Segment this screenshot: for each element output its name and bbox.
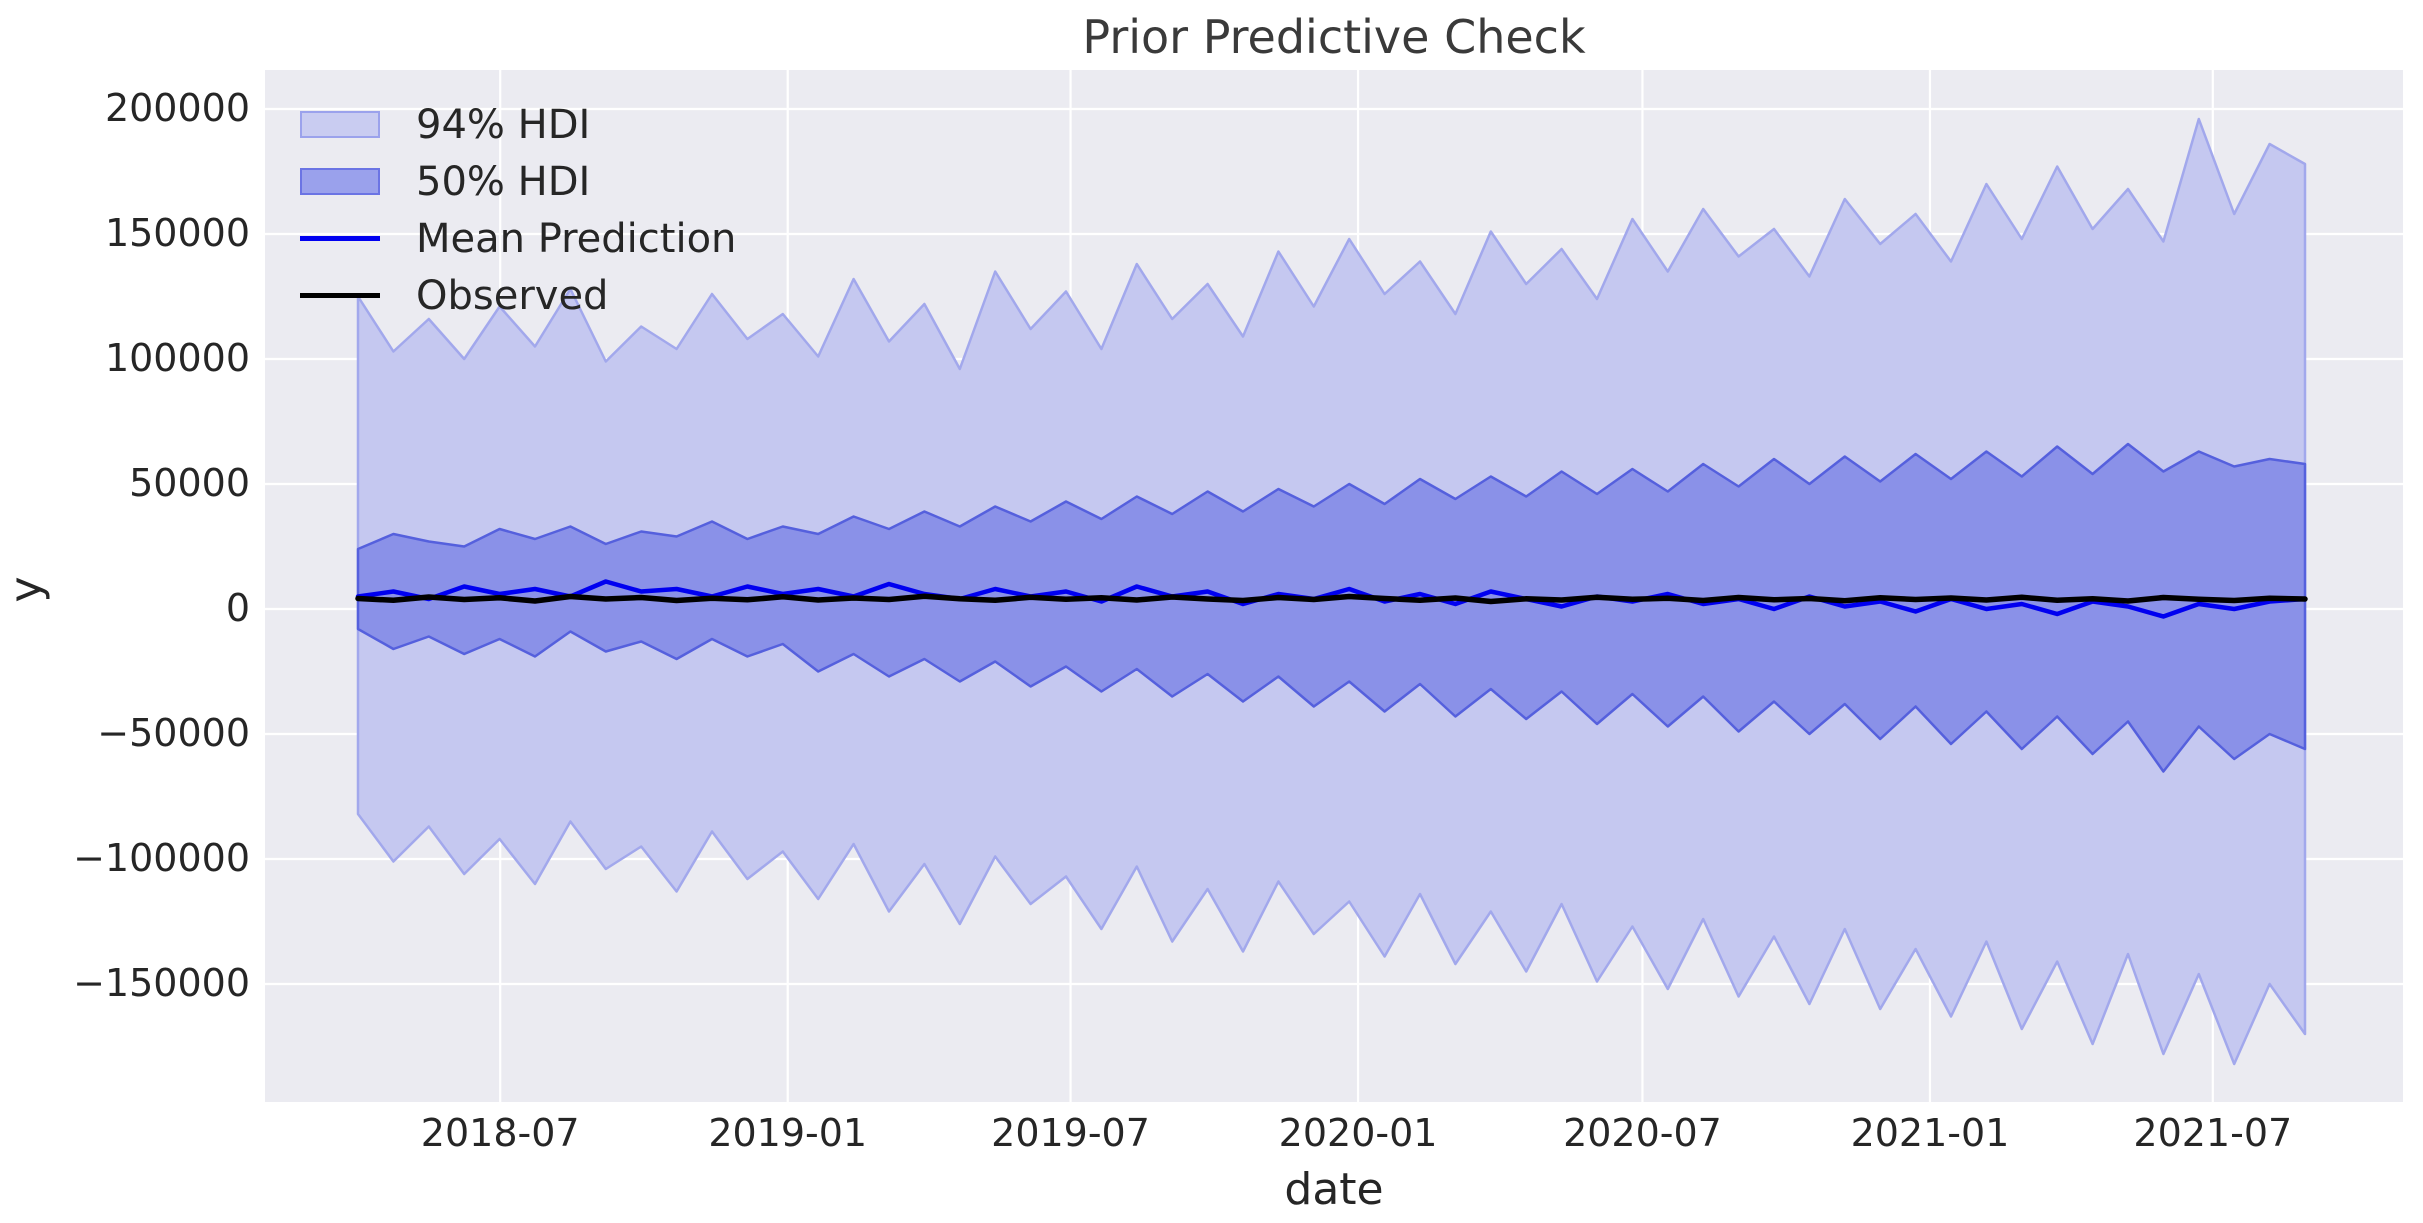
y-tick-label: 0: [225, 586, 250, 630]
x-tick-label: 2020-01: [1278, 1111, 1438, 1155]
x-tick-label: 2021-01: [1850, 1111, 2010, 1155]
x-tick-label: 2021-07: [2133, 1111, 2293, 1155]
patch-icon: [300, 111, 380, 138]
legend-patch-swatch: [300, 111, 380, 138]
y-tick-label: 50000: [129, 461, 250, 505]
legend-item: Mean Prediction: [300, 210, 736, 267]
legend-label: Mean Prediction: [416, 215, 737, 262]
legend-patch-swatch: [300, 168, 380, 195]
y-tick-label: −50000: [97, 711, 250, 755]
y-tick-label: 200000: [104, 86, 250, 130]
y-tick-label: 100000: [104, 336, 250, 380]
observed-line: [355, 593, 2308, 605]
x-tick-label: 2019-01: [708, 1111, 868, 1155]
legend-item: 50% HDI: [300, 153, 736, 210]
line-icon: [300, 293, 380, 298]
line-icon: [300, 236, 380, 241]
x-tick-label: 2019-07: [991, 1111, 1150, 1155]
legend-line-swatch: [300, 293, 380, 298]
y-tick-label: 150000: [104, 211, 250, 255]
legend-label: 50% HDI: [416, 158, 591, 205]
mean-prediction-line: [355, 579, 2308, 619]
legend-item: 94% HDI: [300, 96, 736, 153]
legend-line-swatch: [300, 236, 380, 241]
legend-label: 94% HDI: [416, 101, 591, 148]
chart-title: Prior Predictive Check: [1082, 10, 1586, 64]
hdi50-band: [356, 442, 2307, 773]
x-tick-label: 2018-07: [420, 1111, 580, 1155]
plot-canvas: [265, 70, 2403, 1102]
chart-svg: [265, 70, 2403, 1102]
x-tick-label: 2020-07: [1563, 1111, 1722, 1155]
legend-label: Observed: [416, 272, 609, 319]
y-axis-label: y: [0, 576, 52, 603]
legend: 94% HDI 50% HDI Mean Prediction Observed: [300, 96, 736, 324]
y-tick-label: −100000: [73, 836, 250, 880]
patch-icon: [300, 168, 380, 195]
legend-item: Observed: [300, 267, 736, 324]
y-tick-label: −150000: [73, 961, 250, 1005]
x-axis-label: date: [1284, 1164, 1384, 1215]
